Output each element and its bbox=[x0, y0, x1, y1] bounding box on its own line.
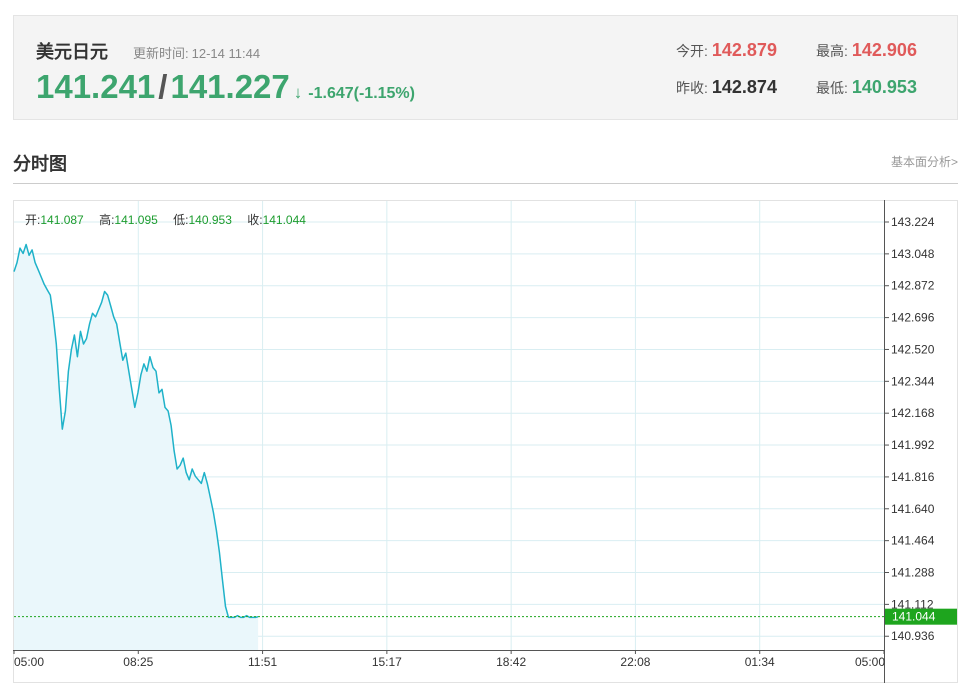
y-tick-label: 143.224 bbox=[891, 215, 935, 229]
intraday-chart[interactable]: 143.224 143.048 142.872 142.696 142.520 142.3… bbox=[13, 200, 958, 683]
ohlc-summary: 开:141.087 高:141.095 低:140.953 收:141.044 bbox=[25, 211, 318, 228]
chart-frame bbox=[13, 200, 958, 683]
update-time: 更新时间: 12-14 11:44 bbox=[133, 43, 263, 62]
quote-header: 美元日元 更新时间: 12-14 11:44 141.241/141.227 ↓ -1… bbox=[13, 15, 958, 120]
y-tick-label: 141.640 bbox=[891, 502, 935, 516]
low-label: 最低: bbox=[816, 80, 848, 96]
ohlc-low-value: 140.953 bbox=[188, 213, 232, 227]
prev-close-label: 昨收: bbox=[676, 80, 708, 96]
y-tick-label: 142.696 bbox=[891, 311, 935, 325]
ohlc-high-value: 141.095 bbox=[114, 213, 158, 227]
low-stat: 最低: 140.953 bbox=[816, 77, 917, 98]
current-price-tag bbox=[885, 608, 957, 625]
y-tick-label: 142.168 bbox=[891, 406, 935, 420]
x-tick-label: 08:25 bbox=[123, 655, 153, 669]
y-tick-label: 141.288 bbox=[891, 566, 935, 580]
x-tick-label: 22:08 bbox=[620, 655, 650, 669]
x-tick-label: 05:00 bbox=[14, 655, 44, 669]
y-tick-label: 140.936 bbox=[891, 629, 935, 643]
ohlc-low-label: 低: bbox=[173, 213, 189, 227]
x-tick-label: 11:51 bbox=[248, 655, 277, 669]
y-tick-label: 141.112 bbox=[891, 597, 934, 611]
high-stat: 最高: 142.906 bbox=[816, 40, 917, 61]
ask-price: 141.227 bbox=[170, 68, 290, 105]
update-time-value: 12-14 11:44 bbox=[191, 46, 261, 61]
ohlc-close-value: 141.044 bbox=[262, 213, 306, 227]
ohlc-open-label: 开: bbox=[25, 213, 41, 227]
open-stat: 今开: 142.879 bbox=[676, 40, 777, 61]
fundamental-analysis-link[interactable]: 基本面分析> bbox=[890, 155, 958, 169]
y-tick-label: 142.872 bbox=[891, 279, 935, 293]
down-arrow-icon: ↓ bbox=[293, 83, 303, 102]
high-value: 142.906 bbox=[851, 40, 917, 60]
y-tick-label: 142.520 bbox=[891, 342, 935, 356]
y-tick-label: 143.048 bbox=[891, 247, 935, 261]
chart-svg: 143.224 143.048 142.872 142.696 142.520 142.3… bbox=[13, 200, 958, 683]
bid-price: 141.241 bbox=[36, 68, 156, 105]
ohlc-close-label: 收: bbox=[247, 213, 263, 227]
prev-close-stat: 昨收: 142.874 bbox=[676, 77, 777, 98]
price-row: 141.241/141.227 ↓ -1.647(-1.15%) bbox=[36, 68, 415, 108]
ohlc-high-label: 高: bbox=[99, 213, 115, 227]
section-title: 分时图 bbox=[13, 154, 67, 174]
current-price-label: 141.044 bbox=[892, 610, 936, 624]
open-value: 142.879 bbox=[711, 40, 777, 60]
x-tick-label: 05:00 bbox=[855, 655, 885, 669]
ohlc-open-value: 141.087 bbox=[40, 213, 84, 227]
section-divider bbox=[13, 183, 958, 184]
x-tick-label: 18:42 bbox=[496, 655, 526, 669]
low-value: 140.953 bbox=[851, 77, 917, 97]
x-tick-label: 15:17 bbox=[372, 655, 402, 669]
price-area-fill bbox=[14, 244, 259, 650]
x-tick-label: 01:34 bbox=[745, 655, 775, 669]
y-tick-label: 141.464 bbox=[891, 534, 935, 548]
high-label: 最高: bbox=[816, 43, 848, 59]
open-label: 今开: bbox=[676, 43, 708, 59]
y-tick-label: 142.344 bbox=[891, 374, 935, 388]
price-line bbox=[13, 243, 259, 619]
prev-close-value: 142.874 bbox=[711, 77, 777, 97]
price-separator: / bbox=[158, 68, 168, 105]
price-change: -1.647(-1.15%) bbox=[308, 85, 415, 102]
y-tick-label: 141.992 bbox=[891, 438, 935, 452]
currency-pair-name: 美元日元 bbox=[36, 42, 108, 62]
y-tick-label: 141.816 bbox=[891, 470, 935, 484]
update-time-label: 更新时间: bbox=[133, 46, 189, 61]
